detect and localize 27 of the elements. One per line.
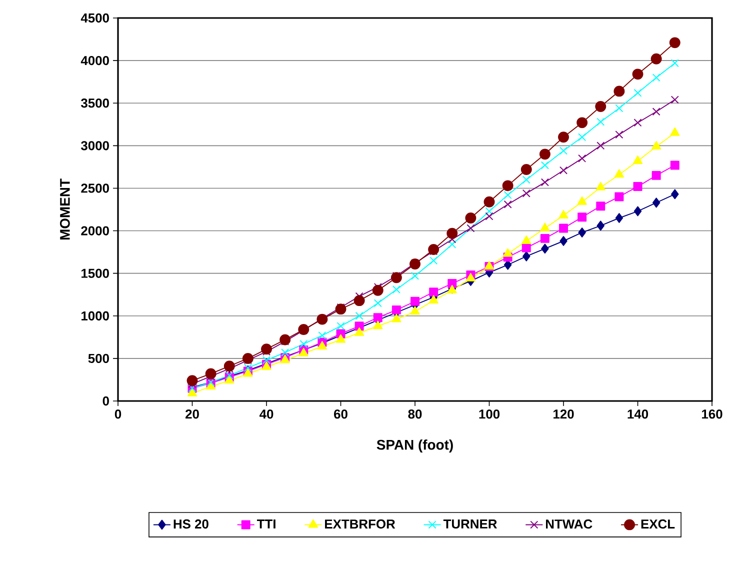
x-tick-label: 160 (702, 409, 722, 419)
legend-label: NTWAC (546, 519, 592, 529)
y-tick-label: 500 (88, 354, 109, 364)
x-tick-label: 140 (628, 409, 648, 419)
x-tick-label: 80 (408, 409, 422, 419)
x-tick-label: 40 (260, 409, 274, 419)
legend-label: TURNER (443, 520, 497, 529)
legend-label: EXCL (641, 519, 675, 529)
y-tick-label: 3500 (80, 98, 109, 108)
y-tick-label: 2500 (81, 184, 109, 193)
y-tick-label: 4500 (80, 13, 109, 23)
x-tick-label: 20 (186, 409, 199, 419)
y-tick-label: 3000 (80, 141, 109, 150)
y-tick-label: 0 (102, 396, 109, 406)
x-tick-label: 120 (554, 409, 574, 419)
y-tick-label: 4000 (80, 56, 109, 66)
x-tick-label: 60 (334, 409, 348, 419)
y-tick-label: 1500 (82, 268, 109, 278)
y-tick-label: 2000 (81, 226, 109, 236)
x-axis-title: SPAN (foot) (376, 439, 453, 452)
x-tick-label: 100 (479, 409, 500, 419)
legend-label: TTI (256, 520, 276, 528)
y-axis-title: MOMENT (60, 178, 70, 240)
legend-label: EXTBRFOR (325, 519, 396, 529)
x-tick-label: 0 (114, 409, 122, 419)
y-tick-label: 1000 (82, 311, 109, 320)
legend-label: HS 20 (174, 519, 208, 529)
